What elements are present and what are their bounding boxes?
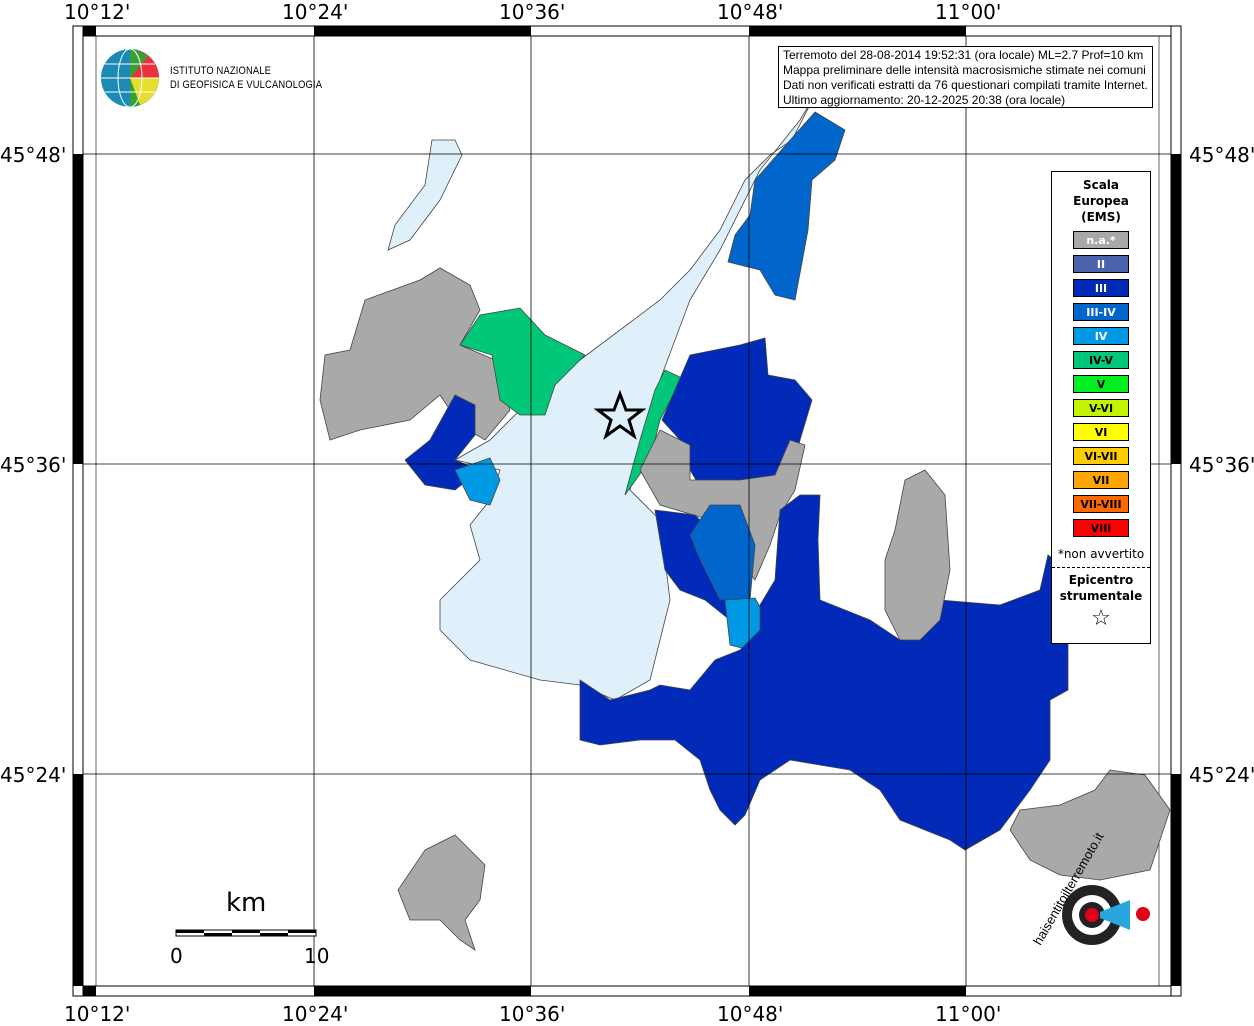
epicenter-label: Epicentro strumentale <box>1059 573 1143 603</box>
legend-swatch: III-IV <box>1073 303 1129 321</box>
ingv-globe-logo <box>101 48 159 108</box>
legend-swatch: n.a.* <box>1073 231 1129 249</box>
legend-divider <box>1052 567 1150 568</box>
ingv-logo-text: ISTITUTO NAZIONALE DI GEOFISICA E VULCAN… <box>170 64 322 92</box>
legend-swatch: VII <box>1073 471 1129 489</box>
epicenter-star-icon <box>593 389 647 440</box>
lon-label-bottom: 10°48' <box>717 1002 784 1026</box>
legend: Scala Europea (EMS) n.a.* II III III-IV IV IV-V… <box>1051 171 1151 644</box>
lightblue-west <box>454 457 501 506</box>
lake-idro <box>387 139 463 251</box>
legend-swatch: VII-VIII <box>1073 495 1129 513</box>
legend-swatch: III <box>1073 279 1129 297</box>
legend-swatch: V-VI <box>1073 399 1129 417</box>
legend-swatch: IV <box>1073 327 1129 345</box>
legend-swatch: VI <box>1073 423 1129 441</box>
legend-swatch: VI-VII <box>1073 447 1129 465</box>
map-description: Mappa preliminare delle intensità macros… <box>783 63 1146 77</box>
gray-south <box>397 834 486 951</box>
ingv-line2: DI GEOFISICA E VULCANOLOGIA <box>170 79 323 91</box>
frame-border <box>72 25 1182 997</box>
lon-label-bottom: 11°00' <box>935 1002 1002 1026</box>
lat-label-left: 45°24' <box>0 763 67 787</box>
event-line: Terremoto del 28-08-2014 19:52:31 (ora l… <box>783 48 1144 62</box>
lon-label-bottom: 10°24' <box>282 1002 349 1026</box>
lon-label-top: 10°36' <box>499 0 566 24</box>
lon-label-top: 10°48' <box>717 0 784 24</box>
green-north <box>459 307 586 416</box>
legend-swatch: II <box>1073 255 1129 273</box>
legend-star-icon: ☆ <box>1091 606 1111 631</box>
legend-swatch: V <box>1073 375 1129 393</box>
gray-southeast <box>1009 769 1171 881</box>
lon-label-top: 10°24' <box>282 0 349 24</box>
lat-label-left: 45°36' <box>0 453 67 477</box>
legend-swatch: IV-V <box>1073 351 1129 369</box>
legend-swatch: VIII <box>1073 519 1129 537</box>
lon-label-top: 10°12' <box>64 0 131 24</box>
lat-label-left: 45°48' <box>0 143 67 167</box>
lon-label-bottom: 10°36' <box>499 1002 566 1026</box>
legend-note: *non avvertito <box>1057 547 1145 561</box>
ingv-line1: ISTITUTO NAZIONALE <box>170 65 272 77</box>
scale-unit: km <box>226 888 267 918</box>
lat-label-right: 45°48' <box>1189 143 1254 167</box>
scale-min: 0 <box>170 944 183 968</box>
lon-label-bottom: 10°12' <box>64 1002 131 1026</box>
event-info-box: Terremoto del 28-08-2014 19:52:31 (ora l… <box>778 46 1153 108</box>
lat-label-right: 45°24' <box>1189 763 1254 787</box>
scale-max: 10 <box>304 944 330 968</box>
blue-northeast <box>727 111 846 301</box>
graticule <box>83 36 1171 986</box>
data-source: Dati non verificati estratti da 76 quest… <box>783 78 1148 92</box>
gray-east-small <box>884 469 951 641</box>
lat-label-right: 45°36' <box>1189 453 1254 477</box>
last-update: Ultimo aggiornamento: 20-12-2025 20:38 (… <box>783 93 1066 107</box>
legend-title: Scala Europea (EMS) <box>1073 178 1129 224</box>
haisentito-logo <box>1062 885 1150 945</box>
lon-label-top: 11°00' <box>935 0 1002 24</box>
blue-south <box>579 494 1069 851</box>
regions <box>319 94 1171 951</box>
scale-bar <box>175 929 317 937</box>
legend-swatches: n.a.* II III III-IV IV IV-V V V-VI VI VI-VII VII VI… <box>1052 231 1150 537</box>
